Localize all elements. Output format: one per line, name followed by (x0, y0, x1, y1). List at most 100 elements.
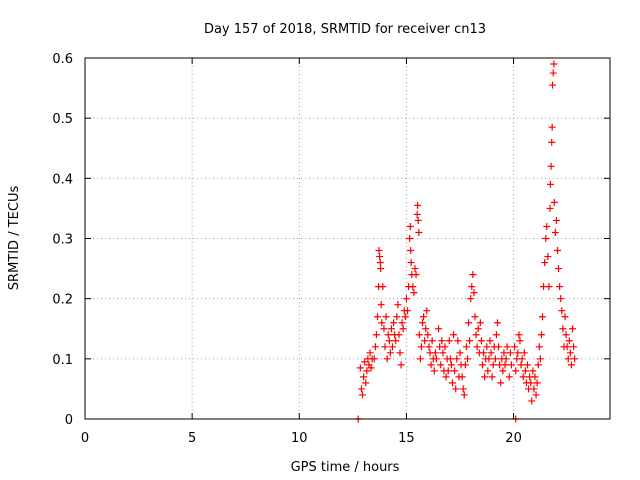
data-point (559, 325, 567, 333)
data-point (561, 313, 569, 321)
data-point (464, 355, 471, 363)
data-point (534, 361, 542, 369)
y-axis-title: SRMTID / TECUs (7, 186, 22, 291)
data-point (545, 283, 553, 291)
data-point (462, 343, 470, 351)
data-point (407, 259, 415, 267)
data-point (399, 325, 407, 333)
data-point (416, 355, 424, 363)
data-point (407, 247, 415, 255)
data-point (520, 349, 528, 357)
data-point (458, 373, 466, 381)
data-point (556, 283, 564, 291)
data-point (495, 343, 503, 351)
data-point (415, 331, 423, 339)
y-tick-label: 0.3 (52, 233, 73, 248)
data-point (374, 313, 381, 321)
data-point (557, 295, 565, 303)
data-point (547, 162, 555, 170)
data-point (412, 271, 420, 279)
y-tick-label: 0.1 (52, 353, 73, 368)
data-point (385, 337, 393, 345)
data-point (514, 349, 522, 357)
data-point (530, 385, 538, 393)
data-point (486, 337, 494, 345)
data-point (505, 373, 513, 381)
ticks-layer: 0 0.1 0.2 0.3 0.4 0.5 0.6 0 5 10 15 20 (52, 52, 610, 446)
data-point (465, 319, 473, 327)
data-point (414, 216, 422, 224)
data-point (461, 361, 469, 369)
data-point (549, 69, 557, 77)
data-point (554, 247, 561, 255)
data-point (524, 361, 531, 369)
data-point (376, 259, 384, 267)
data-point (468, 283, 476, 291)
data-point (383, 355, 391, 363)
x-tick-label: 15 (398, 431, 415, 446)
data-point (549, 81, 557, 89)
data-point (452, 385, 460, 393)
data-point (432, 355, 440, 363)
data-point (562, 331, 570, 339)
data-point (485, 355, 493, 363)
data-point (550, 198, 558, 206)
plot-frame (84, 57, 611, 420)
data-point (428, 337, 436, 345)
y-tick-label: 0.2 (52, 293, 73, 308)
data-point (488, 373, 496, 381)
data-point (377, 265, 385, 273)
data-point (410, 289, 418, 297)
data-point (467, 295, 475, 303)
x-tick-label: 5 (188, 431, 196, 446)
data-point (387, 325, 395, 333)
data-point (501, 361, 509, 369)
data-point (515, 331, 523, 339)
data-point (377, 301, 385, 309)
data-point (453, 355, 461, 363)
data-point (532, 391, 540, 399)
data-point (472, 331, 480, 339)
y-tick-label: 0 (65, 413, 73, 428)
data-point (536, 355, 544, 363)
data-point (489, 361, 497, 369)
data-point (451, 367, 459, 375)
data-point (571, 355, 579, 363)
data-point (360, 373, 368, 381)
data-point (567, 361, 575, 369)
chart-title: Day 157 of 2018, SRMTID for receiver cn1… (204, 22, 486, 37)
data-point (392, 337, 400, 345)
x-tick-label: 10 (291, 431, 308, 446)
data-point (544, 253, 552, 261)
data-point (371, 343, 379, 351)
data-point (555, 265, 563, 273)
data-point (471, 313, 479, 321)
data-point (413, 210, 421, 218)
data-point (421, 337, 429, 345)
data-point (469, 271, 477, 279)
data-point (456, 349, 464, 357)
data-point (511, 343, 519, 351)
data-point (404, 307, 411, 315)
data-point (367, 364, 375, 372)
data-point (361, 358, 369, 366)
data-point (487, 349, 495, 357)
data-point (503, 343, 511, 351)
data-point (564, 355, 572, 363)
data-point (370, 355, 378, 363)
data-point (427, 361, 435, 369)
data-point (402, 295, 410, 303)
data-point (423, 307, 431, 315)
data-point (519, 373, 527, 381)
data-point (449, 379, 456, 387)
data-point (442, 373, 450, 381)
data-point (543, 222, 551, 230)
data-point (414, 201, 422, 209)
data-point (362, 379, 370, 387)
data-point (470, 289, 478, 297)
y-tick-label: 0.6 (52, 52, 73, 67)
data-point (565, 337, 573, 345)
data-point (481, 373, 489, 381)
data-point (382, 313, 390, 321)
